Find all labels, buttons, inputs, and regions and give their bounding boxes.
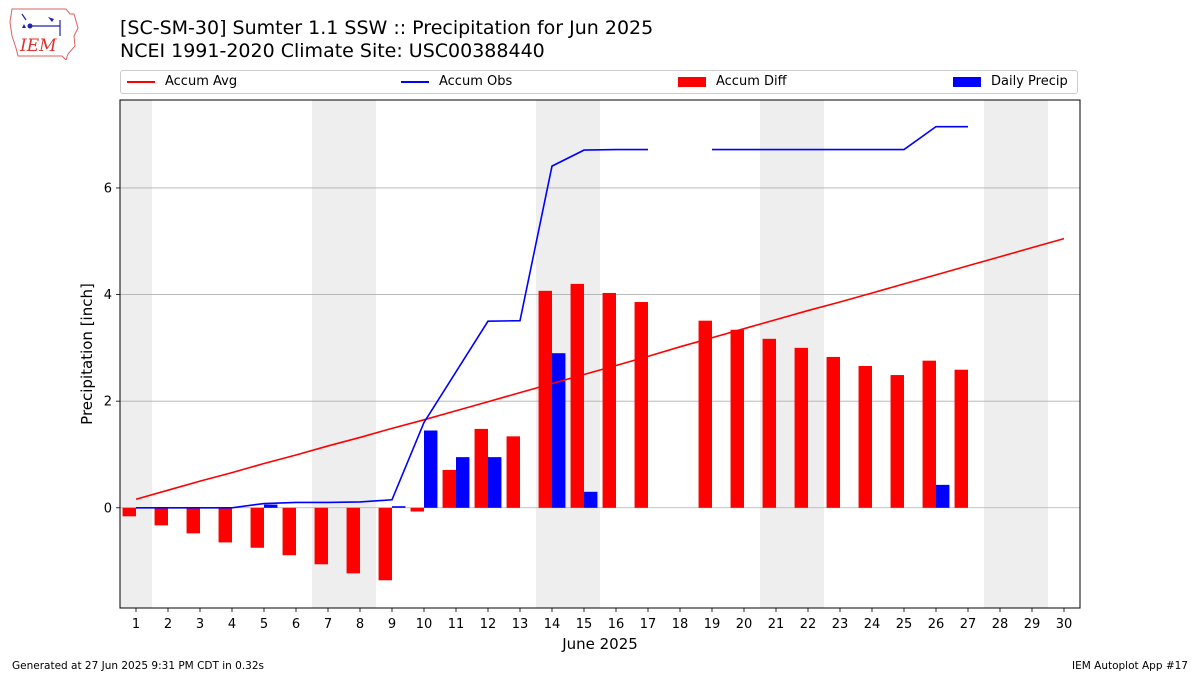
- x-tick-label: 6: [292, 617, 300, 632]
- accum-diff-bar: [410, 507, 424, 512]
- legend-label-accum-diff: Accum Diff: [716, 74, 787, 89]
- x-tick-label: 2: [164, 617, 172, 632]
- chart-title: [SC-SM-30] Sumter 1.1 SSW :: Precipitati…: [120, 17, 654, 39]
- accum-diff-bar: [634, 302, 648, 508]
- accum-diff-bar: [506, 436, 520, 508]
- x-tick-label: 21: [768, 617, 785, 632]
- accum-diff-bar: [538, 290, 552, 508]
- accum-diff-bar: [794, 347, 808, 508]
- legend: Accum Avg Accum Obs Accum Diff Daily Pre…: [120, 70, 1078, 94]
- weekend-band: [120, 100, 152, 608]
- y-tick-label: 0: [104, 501, 112, 516]
- x-tick-label: 10: [416, 617, 433, 632]
- accum-diff-bar: [186, 507, 200, 534]
- x-tick-label: 23: [832, 617, 849, 632]
- y-tick-label: 4: [104, 288, 112, 303]
- x-tick-label: 7: [324, 617, 332, 632]
- footer-app: IEM Autoplot App #17: [1072, 660, 1188, 672]
- daily-precip-bar: [264, 504, 278, 508]
- x-tick-label: 26: [928, 617, 945, 632]
- x-tick-label: 15: [576, 617, 593, 632]
- x-tick-label: 5: [260, 617, 268, 632]
- accum-diff-bar: [890, 375, 904, 508]
- accum-diff-bar: [250, 507, 264, 548]
- accum-obs-line: [712, 125, 968, 151]
- daily-precip-bar: [456, 457, 470, 508]
- x-axis-label: June 2025: [561, 635, 638, 653]
- x-tick-label: 20: [736, 617, 753, 632]
- accum-diff-bar: [442, 469, 456, 508]
- x-tick-label: 24: [864, 617, 881, 632]
- accum-diff-bar: [314, 507, 328, 565]
- legend-label-daily-precip: Daily Precip: [991, 74, 1068, 89]
- y-tick-label: 2: [104, 395, 112, 410]
- logo-text: IEM: [19, 36, 57, 56]
- accum-diff-bar: [762, 338, 776, 508]
- accum-diff-bar: [122, 507, 136, 517]
- accum-diff-bar: [954, 369, 968, 508]
- x-tick-label: 17: [640, 617, 657, 632]
- legend-item-accum-avg: Accum Avg: [127, 74, 237, 89]
- x-tick-label: 8: [356, 617, 364, 632]
- daily-precip-bar: [488, 457, 502, 508]
- daily-precip-bar: [424, 430, 438, 508]
- x-tick-label: 22: [800, 617, 817, 632]
- accum-diff-bar: [602, 292, 616, 508]
- x-tick-label: 27: [960, 617, 977, 632]
- accum-diff-bar: [474, 428, 488, 508]
- accum-diff-bar: [346, 507, 360, 574]
- legend-label-accum-avg: Accum Avg: [165, 74, 238, 89]
- accum-diff-bar: [922, 360, 936, 508]
- x-tick-label: 1: [132, 617, 140, 632]
- weekend-band: [984, 100, 1048, 608]
- accum-diff-bar: [858, 365, 872, 508]
- legend-label-accum-obs: Accum Obs: [439, 74, 513, 89]
- x-tick-label: 11: [448, 617, 465, 632]
- legend-swatch-daily-precip: [953, 76, 981, 87]
- x-tick-label: 12: [480, 617, 497, 632]
- x-tick-label: 13: [512, 617, 529, 632]
- accum-obs-line: [136, 148, 648, 509]
- legend-swatch-accum-obs: [401, 80, 429, 83]
- accum-diff-bar: [826, 356, 840, 508]
- accum-diff-bar: [730, 329, 744, 508]
- x-tick-label: 3: [196, 617, 204, 632]
- daily-precip-bar: [392, 506, 406, 508]
- x-tick-label: 18: [672, 617, 689, 632]
- accum-diff-bar: [282, 507, 296, 556]
- x-tick-label: 29: [1024, 617, 1041, 632]
- y-tick-label: 6: [104, 181, 112, 196]
- legend-swatch-accum-diff: [678, 76, 706, 87]
- x-tick-label: 14: [544, 617, 561, 632]
- accum-diff-bar: [154, 507, 168, 526]
- accum-diff-bar: [698, 320, 712, 508]
- legend-item-accum-obs: Accum Obs: [401, 74, 512, 89]
- accum-diff-bar: [570, 283, 584, 508]
- daily-precip-bar: [552, 353, 566, 508]
- accum-diff-bar: [378, 507, 392, 581]
- legend-swatch-accum-avg: [127, 80, 155, 83]
- x-tick-label: 25: [896, 617, 913, 632]
- y-axis-label: Precipitation [inch]: [78, 283, 96, 425]
- x-tick-label: 9: [388, 617, 396, 632]
- chart-subtitle: NCEI 1991-2020 Climate Site: USC00388440: [120, 40, 545, 62]
- accum-avg-line: [135, 237, 1065, 501]
- plot-frame: [119, 99, 1081, 609]
- accum-diff-bar: [218, 507, 232, 543]
- legend-item-daily-precip: Daily Precip: [953, 74, 1068, 89]
- iem-iowa-logo-icon: IEM: [9, 8, 79, 60]
- x-tick-label: 4: [228, 617, 236, 632]
- legend-item-accum-diff: Accum Diff: [678, 74, 787, 89]
- footer-generated: Generated at 27 Jun 2025 9:31 PM CDT in …: [12, 660, 265, 672]
- daily-precip-bar: [584, 491, 598, 508]
- x-tick-label: 16: [608, 617, 625, 632]
- x-tick-label: 30: [1056, 617, 1073, 632]
- x-tick-label: 28: [992, 617, 1009, 632]
- x-tick-label: 19: [704, 617, 721, 632]
- daily-precip-bar: [936, 484, 950, 508]
